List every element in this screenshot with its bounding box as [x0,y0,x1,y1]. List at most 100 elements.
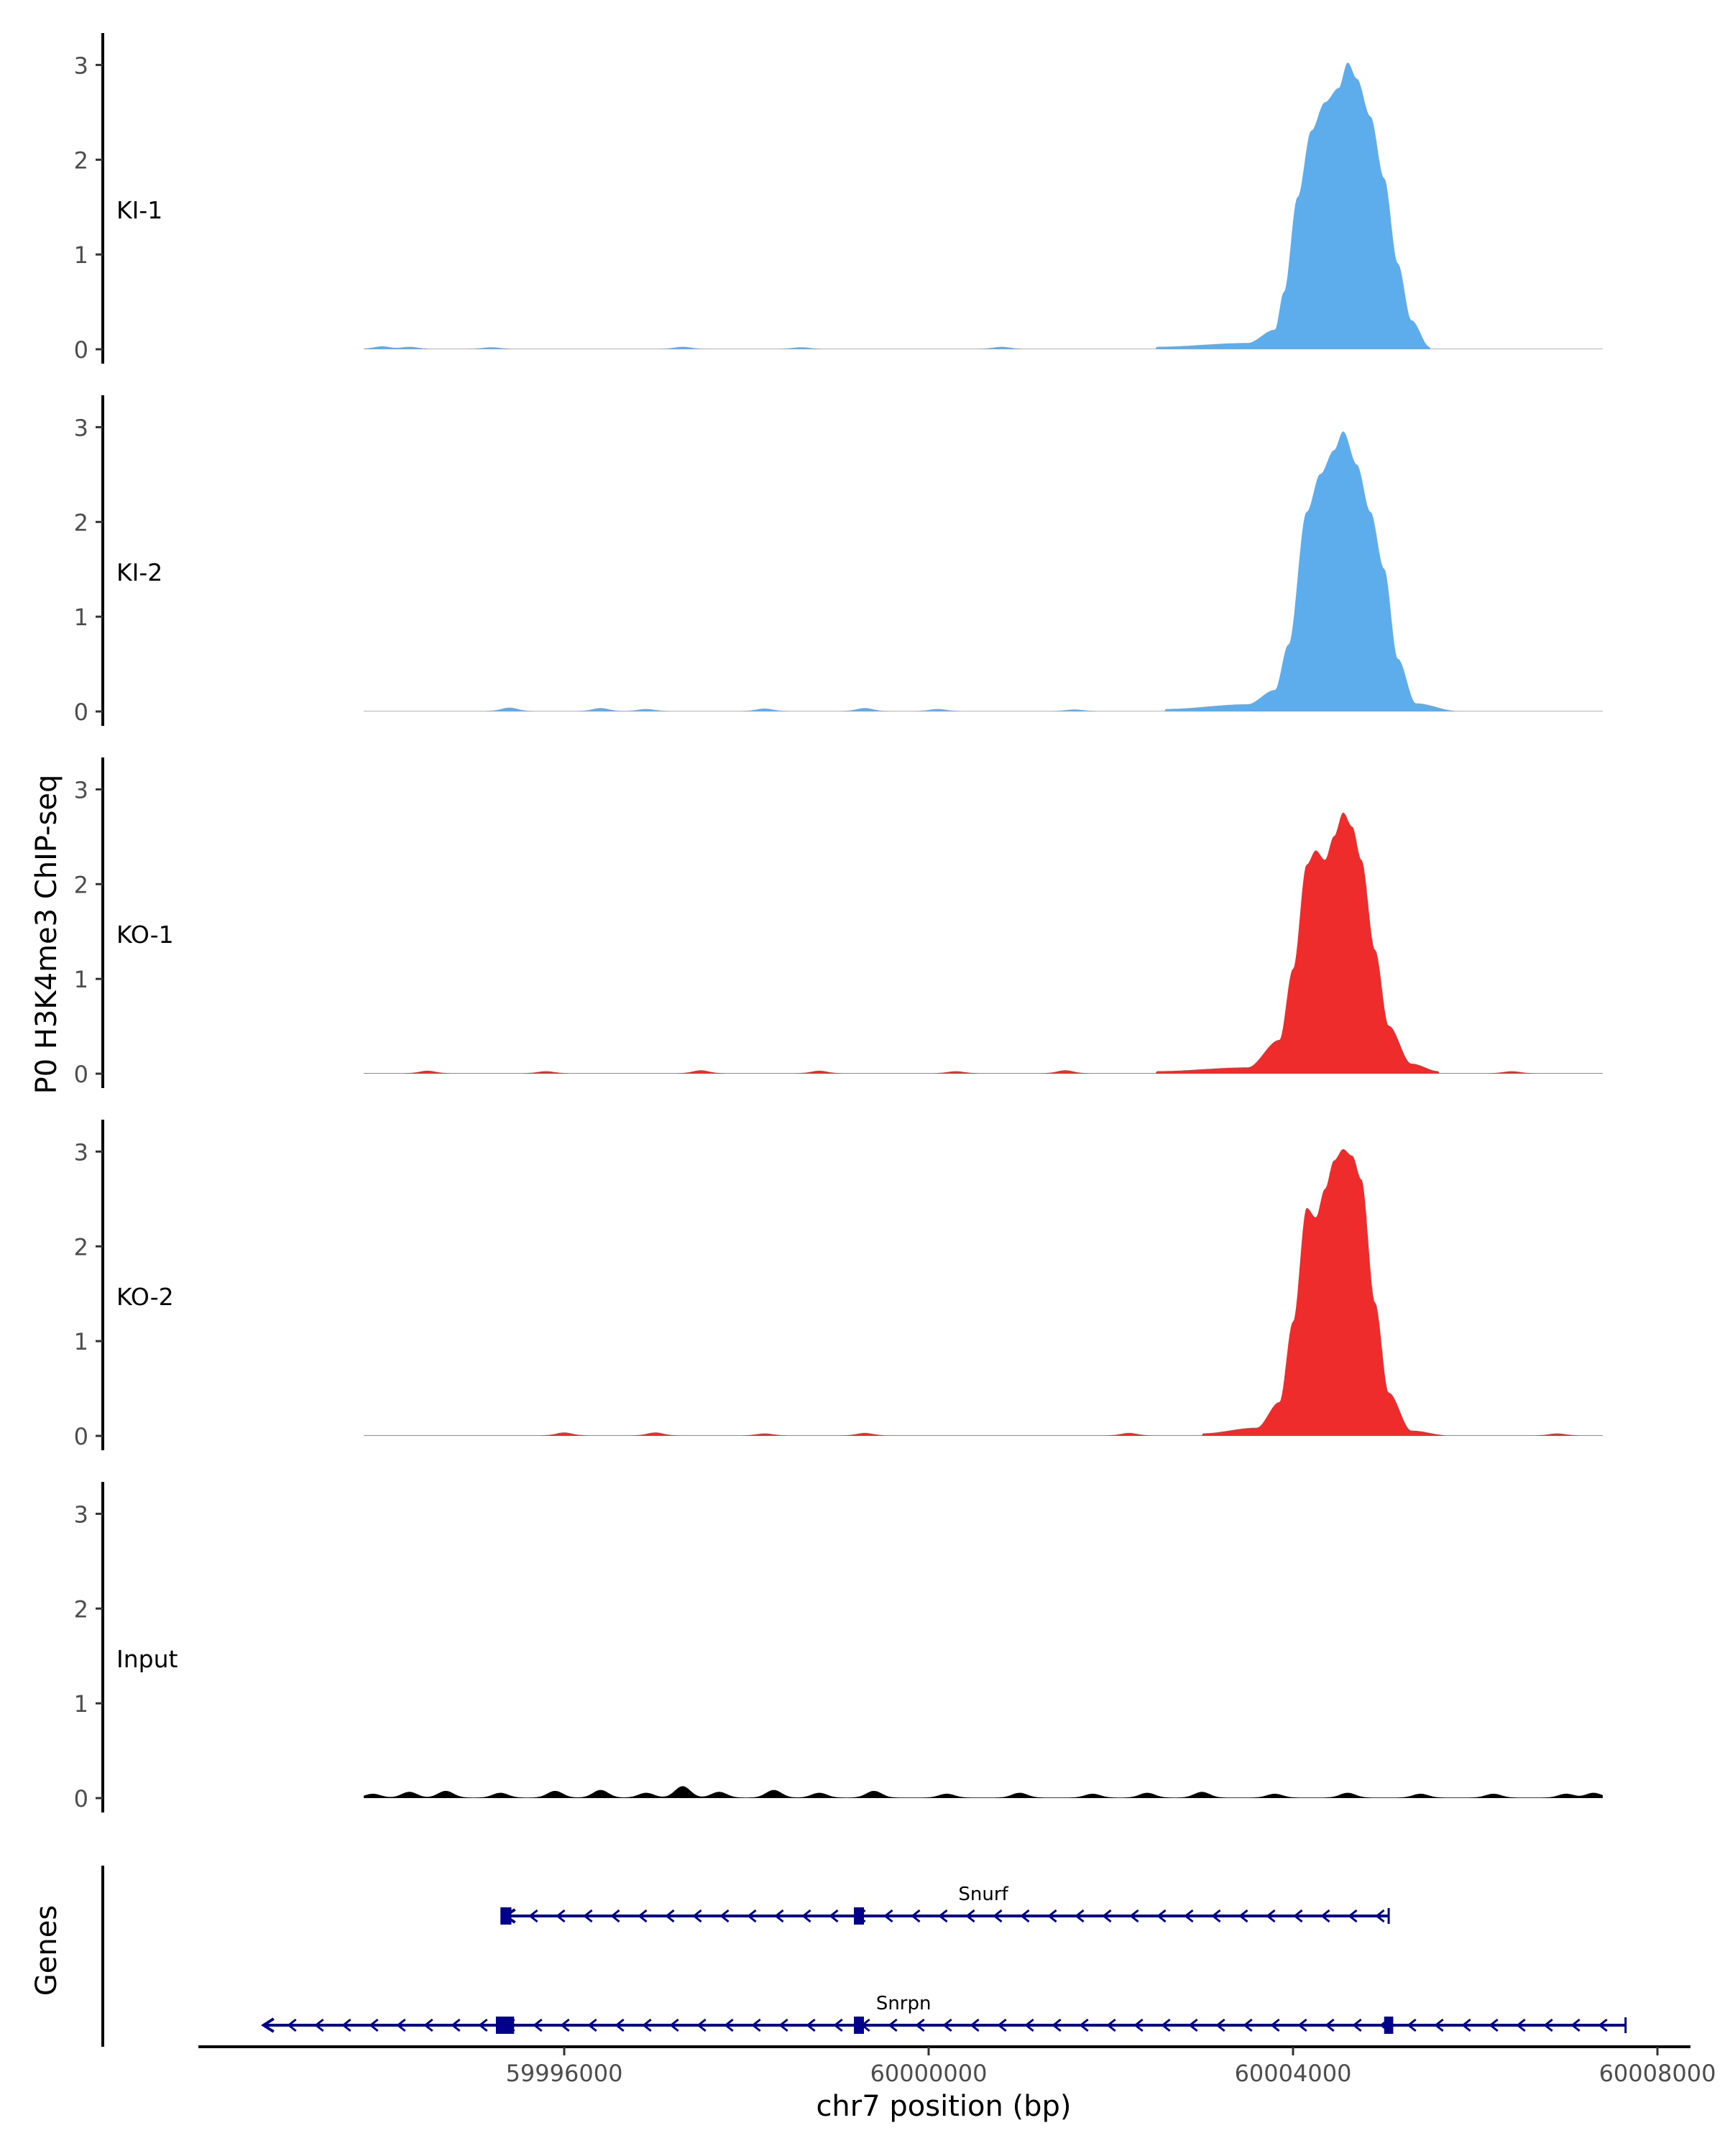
track-ki-2: 0 1 2 3 KI-2 [74,395,1603,726]
strand-chevron [583,1909,593,1923]
strand-chevron [1079,2018,1089,2032]
strand-chevron [970,2018,980,2032]
x-axis: 59996000 60000000 60004000 60008000 [198,2045,1716,2087]
track-ko-2: 0 1 2 3 KO-2 [74,1120,1603,1450]
strand-chevron [1598,2018,1608,2032]
track-ko-1: 0 1 2 3 KO-1 [74,757,1603,1088]
strand-chevron [774,1909,784,1923]
strand-chevron [1102,1909,1112,1923]
y-tick-label: 2 [74,147,88,174]
strand-chevron [829,1909,839,1923]
x-tick-label: 60004000 [1235,2060,1352,2087]
strand-chevron [719,1909,730,1923]
strand-chevron [642,2018,652,2032]
y-tick-label: 1 [74,1328,88,1355]
strand-chevron [314,2018,324,2032]
strand-chevron [888,2018,898,2032]
strand-chevron [669,2018,679,2032]
exon [854,2017,865,2034]
gene-snrpn: Snrpn [261,1993,1627,2034]
y-tick-label: 1 [74,966,88,993]
strand-chevron [883,1909,893,1923]
track-label: KI-2 [116,558,162,586]
strand-chevron [1352,2018,1362,2032]
tracks-layer: 0 1 2 3 KI-1 0 1 2 3 KI-2 0 1 2 3 KO-1 0 1 2 3 KO-2 0 1 2 3 Inpu… [74,33,1603,1812]
y-tick-label: 3 [74,414,88,441]
y-tick-label: 0 [74,1785,88,1812]
track-ki-1: 0 1 2 3 KI-1 [74,33,1603,364]
strand-chevron [1243,2018,1253,2032]
strand-chevron [1133,2018,1144,2032]
strand-chevron [747,1909,757,1923]
strand-chevron [1270,2018,1280,2032]
strand-chevron [1020,1909,1030,1923]
strand-chevron [423,2018,433,2032]
track-input: 0 1 2 3 Input [74,1482,1603,1812]
strand-chevron [287,2018,297,2032]
x-tick-label: 60008000 [1599,2060,1716,2087]
strand-chevron [1570,2018,1581,2032]
strand-chevron [1156,1909,1167,1923]
strand-chevron [806,2018,816,2032]
strand-chevron [1211,1909,1221,1923]
strand-chevron [1188,2018,1198,2032]
strand-chevron [911,1909,921,1923]
strand-chevron [1024,2018,1034,2032]
strand-chevron [724,2018,734,2032]
strand-chevron [1052,2018,1062,2032]
strand-chevron [369,2018,379,2032]
track-label: KO-2 [116,1283,174,1311]
strand-chevron [478,2018,488,2032]
strand-chevron [341,2018,351,2032]
signal-area-ko-2 [364,1149,1603,1436]
strand-chevron [610,1909,620,1923]
strand-chevron [997,2018,1007,2032]
strand-chevron [1047,1909,1057,1923]
strand-chevron [1489,2018,1499,2032]
strand-chevron [696,2018,707,2032]
x-tick-label: 60000000 [870,2060,988,2087]
genes-label: Genes [30,1905,63,1996]
strand-chevron [778,2018,788,2032]
y-axis-label: P0 H3K4me3 ChIP-seq [30,775,63,1095]
y-tick-label: 0 [74,336,88,364]
strand-chevron [1461,2018,1471,2032]
strand-chevron [833,2018,843,2032]
strand-chevron [1293,1909,1303,1923]
signal-area-ko-1 [364,812,1603,1074]
strand-chevron [1516,2018,1526,2032]
strand-chevron [1161,2018,1171,2032]
track-label: KO-1 [116,921,174,949]
strand-chevron [1407,2018,1417,2032]
strand-chevron [1325,2018,1335,2032]
strand-chevron [528,1909,538,1923]
strand-chevron [451,2018,461,2032]
track-label: KI-1 [116,196,162,224]
strand-chevron [533,2018,543,2032]
strand-chevron [587,2018,597,2032]
strand-chevron [396,2018,406,2032]
signal-area-input [364,1786,1603,1798]
y-tick-label: 2 [74,1233,88,1261]
strand-chevron [938,1909,948,1923]
strand-chevron [1375,1909,1385,1923]
strand-chevron [1434,2018,1444,2032]
x-axis-label: chr7 position (bp) [816,2090,1071,2123]
strand-chevron [751,2018,761,2032]
strand-chevron [1297,2018,1307,2032]
strand-chevron [1348,1909,1358,1923]
strand-chevron [560,2018,570,2032]
y-tick-label: 1 [74,604,88,631]
y-tick-label: 3 [74,52,88,79]
strand-chevron [1543,2018,1553,2032]
signal-area-ki-1 [364,63,1603,349]
strand-chevron [942,2018,952,2032]
strand-chevron [1266,1909,1276,1923]
strand-chevron [801,1909,811,1923]
gene-end-arrow [261,2017,275,2033]
strand-chevron [1215,2018,1225,2032]
y-tick-label: 1 [74,1690,88,1718]
y-tick-label: 0 [74,1061,88,1088]
strand-chevron [692,1909,702,1923]
gene-name: Snrpn [876,1993,932,2014]
